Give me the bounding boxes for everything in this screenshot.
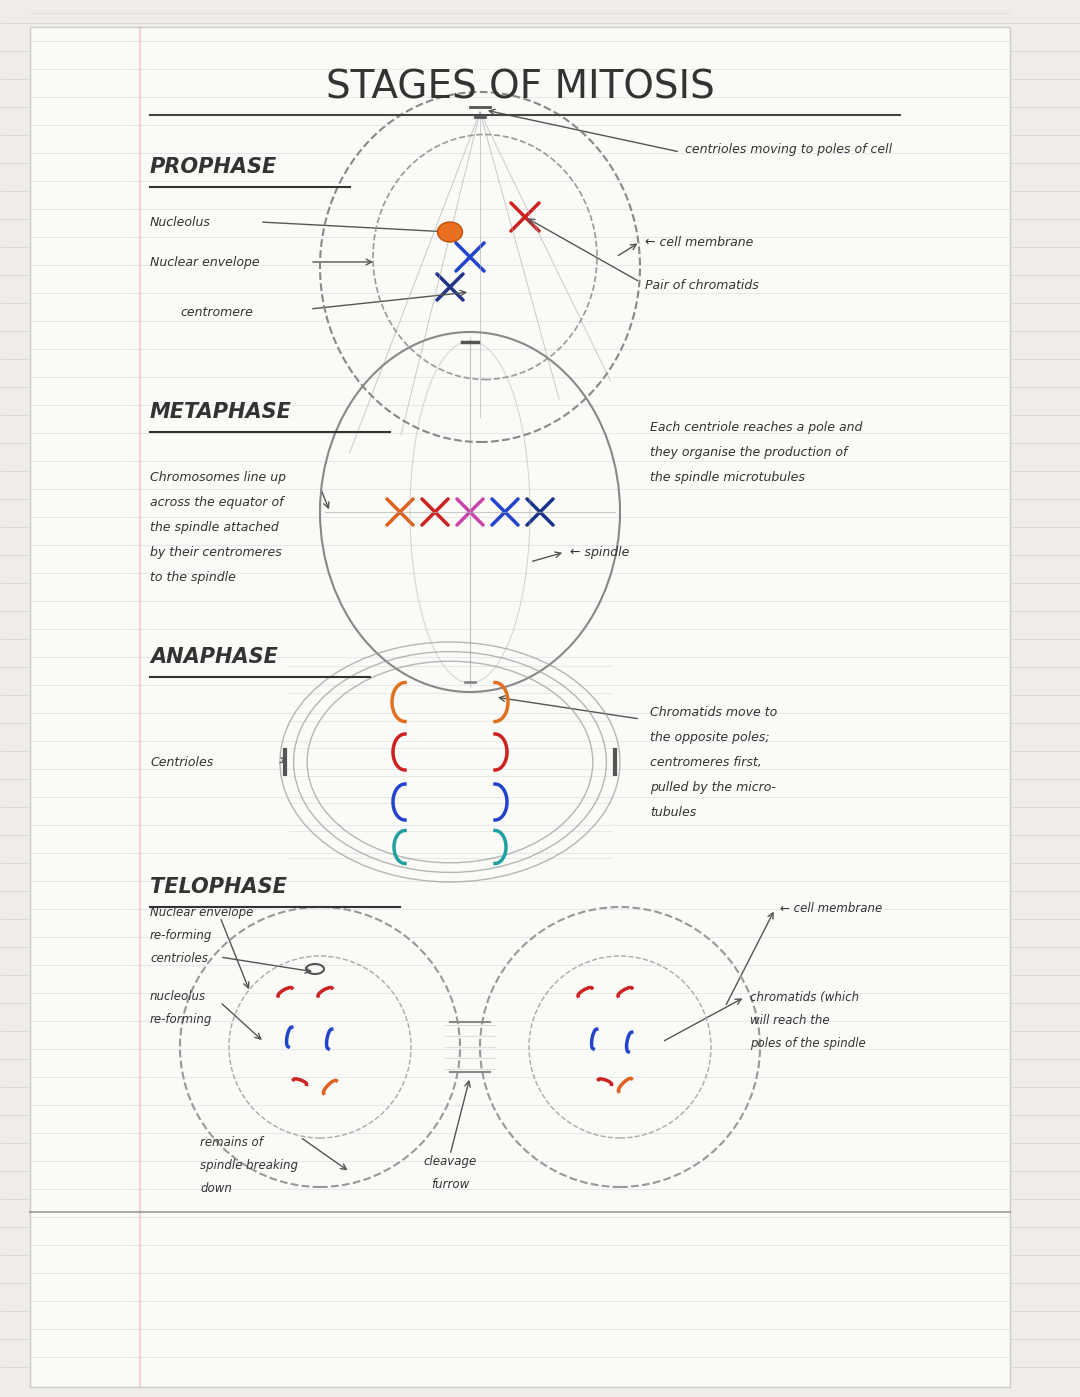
FancyBboxPatch shape	[30, 27, 1010, 1387]
Text: TELOPHASE: TELOPHASE	[150, 877, 287, 897]
Text: down: down	[200, 1182, 232, 1194]
Text: centromeres first,: centromeres first,	[650, 756, 761, 768]
Text: cleavage: cleavage	[423, 1155, 476, 1168]
Text: spindle breaking: spindle breaking	[200, 1158, 298, 1172]
Text: METAPHASE: METAPHASE	[150, 402, 292, 422]
Text: pulled by the micro-: pulled by the micro-	[650, 781, 775, 793]
Text: PROPHASE: PROPHASE	[150, 156, 278, 177]
Text: by their centromeres: by their centromeres	[150, 545, 282, 559]
Text: ← cell membrane: ← cell membrane	[645, 236, 754, 249]
Text: Each centriole reaches a pole and: Each centriole reaches a pole and	[650, 420, 862, 433]
Text: Pair of chromatids: Pair of chromatids	[645, 278, 759, 292]
Text: nucleolus: nucleolus	[150, 990, 206, 1003]
Text: re-forming: re-forming	[150, 1013, 213, 1025]
Text: to the spindle: to the spindle	[150, 570, 235, 584]
Ellipse shape	[437, 222, 462, 242]
Text: ANAPHASE: ANAPHASE	[150, 647, 278, 666]
Text: Nuclear envelope: Nuclear envelope	[150, 256, 259, 268]
Text: Chromatids move to: Chromatids move to	[650, 705, 778, 718]
Text: STAGES OF MITOSIS: STAGES OF MITOSIS	[326, 68, 714, 106]
Text: they organise the production of: they organise the production of	[650, 446, 848, 458]
Text: the spindle attached: the spindle attached	[150, 521, 279, 534]
Text: remains of: remains of	[200, 1136, 262, 1148]
Text: tubules: tubules	[650, 806, 697, 819]
Text: the opposite poles;: the opposite poles;	[650, 731, 770, 743]
Text: ← cell membrane: ← cell membrane	[780, 902, 882, 915]
Text: centromere: centromere	[180, 306, 253, 319]
Text: Chromosomes line up: Chromosomes line up	[150, 471, 286, 483]
Text: ← spindle: ← spindle	[570, 545, 630, 559]
Text: re-forming: re-forming	[150, 929, 213, 942]
Text: furrow: furrow	[431, 1179, 469, 1192]
Text: Nuclear envelope: Nuclear envelope	[150, 905, 254, 918]
Text: Centrioles: Centrioles	[150, 756, 213, 768]
Text: across the equator of: across the equator of	[150, 496, 283, 509]
Text: will reach the: will reach the	[750, 1013, 829, 1027]
Text: Nucleolus: Nucleolus	[150, 215, 211, 229]
Text: chromatids (which: chromatids (which	[750, 990, 859, 1003]
Text: centrioles moving to poles of cell: centrioles moving to poles of cell	[685, 144, 892, 156]
Text: the spindle microtubules: the spindle microtubules	[650, 471, 805, 483]
Text: poles of the spindle: poles of the spindle	[750, 1037, 866, 1049]
Text: centrioles: centrioles	[150, 953, 207, 965]
